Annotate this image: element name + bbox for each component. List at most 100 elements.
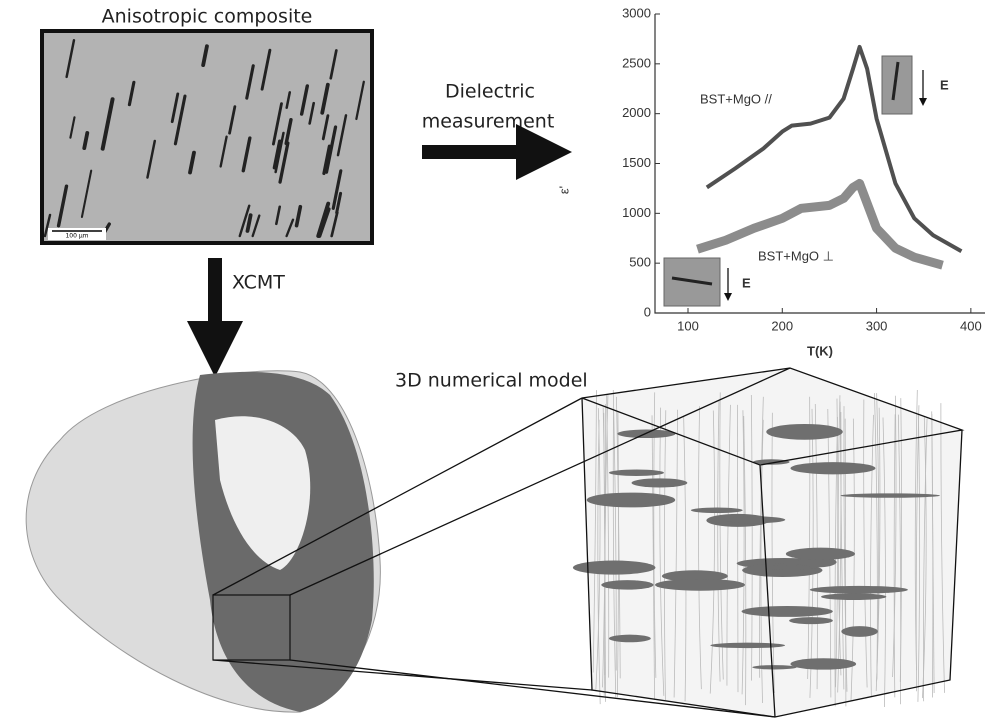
field-line: [602, 407, 606, 696]
inclusion: [316, 201, 331, 238]
inclusion: [809, 585, 908, 594]
field-line: [940, 403, 945, 693]
micrograph: [40, 29, 374, 245]
inclusion: [188, 150, 196, 175]
zoom-lines: [212, 367, 965, 718]
field-line: [863, 399, 868, 688]
y-tick-label: 1500: [622, 155, 651, 170]
chart: ε' T(K) BST+MgO // BST+MgO ⊥ E E 0 500 100…: [556, 5, 985, 358]
inclusion: [43, 213, 52, 238]
inclusion: [82, 131, 90, 150]
inclusion: [741, 605, 833, 617]
field-line: [726, 404, 731, 686]
inclusion: [245, 64, 255, 100]
inclusion: [608, 634, 651, 643]
xcmt-label: XCMT: [232, 272, 285, 294]
inclusion: [322, 144, 332, 176]
x-tick-label: 400: [960, 318, 982, 333]
inclusion: [661, 570, 728, 582]
inclusion: [790, 462, 876, 475]
y-tick-label: 3000: [622, 5, 651, 20]
inclusion: [335, 191, 343, 215]
inclusion: [173, 94, 187, 146]
inclusion: [752, 459, 790, 465]
field-label: E: [940, 77, 949, 92]
inclusion: [241, 136, 252, 173]
measurement-label: measurement: [422, 111, 555, 133]
inclusion: [69, 116, 76, 139]
field-line: [897, 414, 902, 705]
inclusion: [336, 114, 348, 157]
field-label: E: [742, 275, 751, 290]
field-line: [834, 416, 838, 707]
inclusion: [320, 82, 330, 115]
field-line: [616, 411, 619, 698]
inclusion: [260, 48, 272, 91]
inclusion: [56, 184, 69, 228]
inclusion: [219, 135, 228, 168]
field-line: [709, 410, 716, 694]
inclusion: [245, 213, 253, 233]
inclusion: [789, 617, 833, 625]
inclusion: [821, 593, 887, 601]
inclusion: [331, 169, 343, 210]
field-line: [882, 417, 886, 708]
inclusion: [228, 105, 237, 135]
inclusion: [170, 92, 180, 124]
model-cube: [572, 368, 962, 717]
field-line: [835, 398, 839, 688]
inclusion: [840, 493, 940, 498]
inclusion: [308, 101, 316, 125]
inclusion: [238, 204, 251, 238]
inclusion: [766, 423, 843, 440]
inclusion: [275, 205, 281, 226]
inclusion: [725, 516, 786, 524]
y-tick-label: 2000: [622, 105, 651, 120]
inclusion: [65, 39, 76, 79]
sample-3d: [25, 370, 381, 713]
y-tick-label: 1000: [622, 205, 651, 220]
field-line: [892, 395, 897, 677]
inclusion: [321, 114, 330, 141]
series-label: BST+MgO ⊥: [758, 248, 834, 263]
inclusion: [146, 139, 156, 179]
model-label: 3D numerical model: [395, 370, 588, 392]
field-line: [771, 412, 775, 693]
inclusion: [790, 658, 857, 670]
inclusion: [752, 665, 797, 670]
inclusion: [285, 218, 295, 238]
scale-bar-label: 100 µm: [65, 233, 88, 240]
field-line: [595, 408, 601, 690]
inclusion: [355, 80, 365, 121]
inclusion: [274, 131, 285, 174]
inclusion: [785, 547, 856, 560]
field-line: [717, 400, 721, 682]
inclusion: [294, 204, 303, 228]
x-axis-label: T(K): [807, 343, 833, 358]
field-line: [922, 416, 927, 699]
inclusion: [80, 169, 93, 218]
inclusion: [201, 44, 209, 67]
x-tick-label: 300: [866, 318, 888, 333]
inclusion: [329, 49, 338, 80]
field-line: [606, 395, 610, 678]
inclusion: [841, 626, 878, 637]
measurement-label: Dielectric: [445, 81, 535, 103]
inclusion: [285, 91, 292, 109]
inclusion: [608, 469, 664, 476]
field-line: [876, 393, 880, 682]
inclusion: [590, 495, 661, 505]
inclusion: [572, 560, 656, 575]
composite-title: Anisotropic composite: [102, 6, 313, 28]
field-line: [914, 390, 918, 671]
inclusion: [690, 507, 743, 514]
inclusion: [272, 139, 282, 170]
inclusion: [284, 117, 293, 146]
data-line: [696, 178, 944, 270]
field-line: [893, 414, 896, 698]
field-line: [664, 410, 667, 701]
inclusion: [631, 478, 688, 488]
inclusion: [271, 102, 283, 146]
inclusion: [127, 80, 136, 107]
